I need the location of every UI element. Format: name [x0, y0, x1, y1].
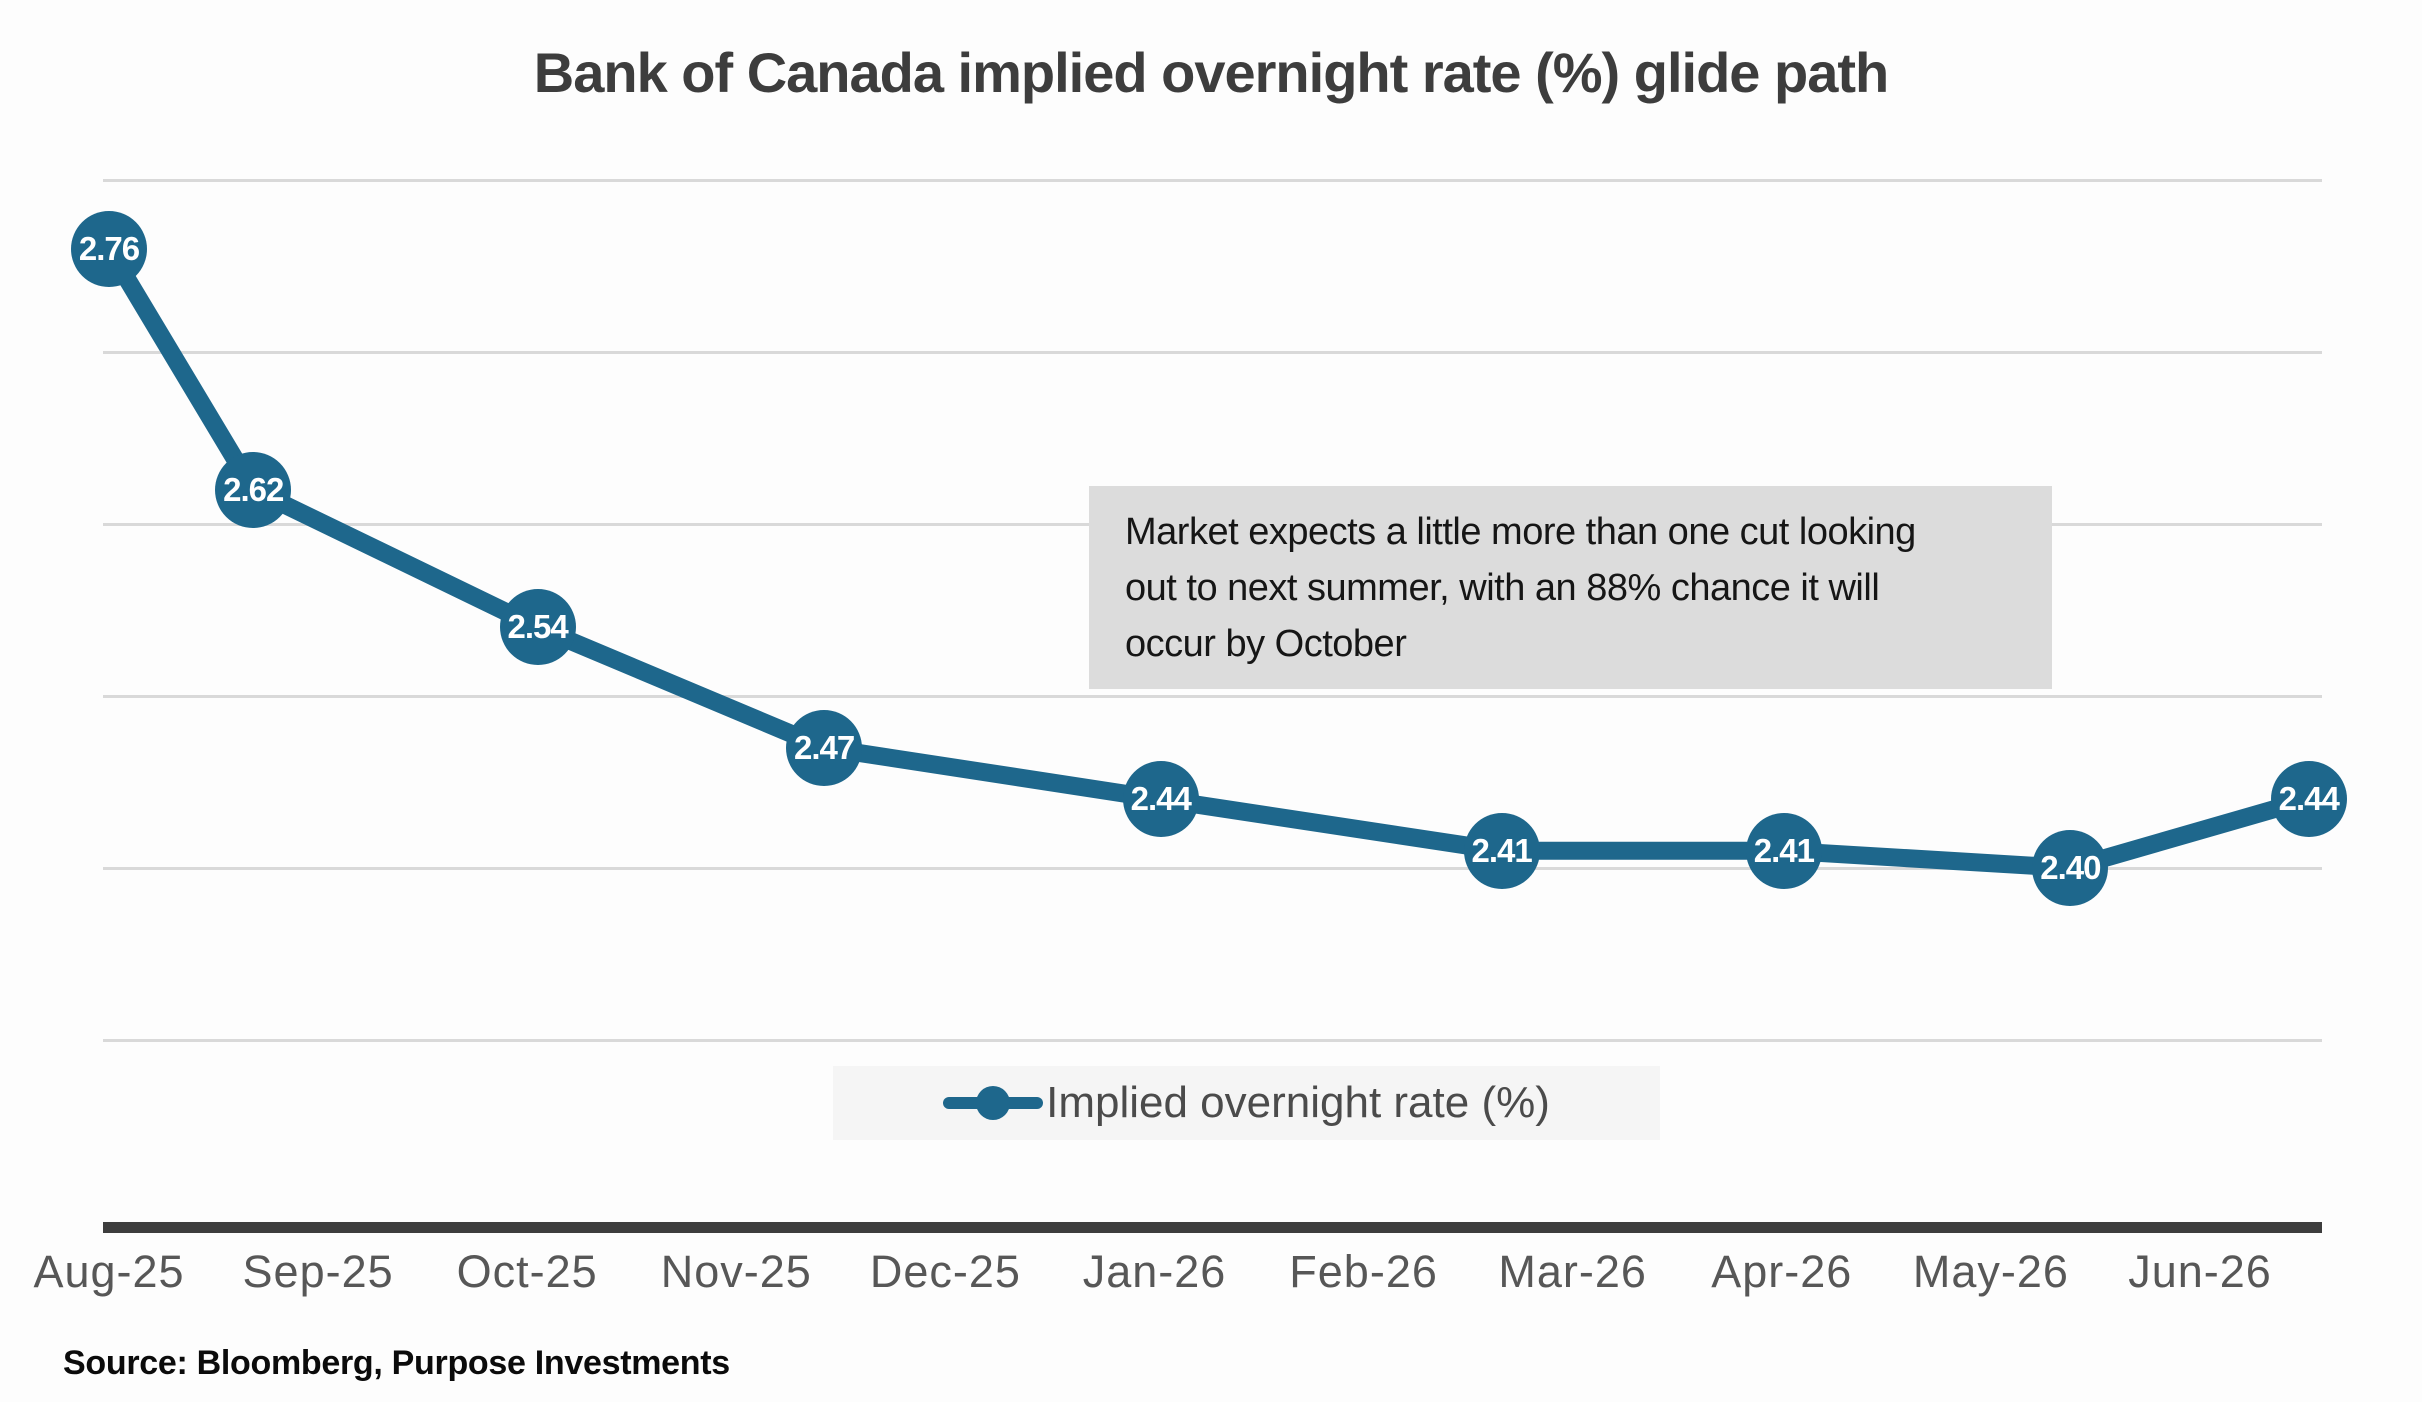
x-tick-label: Feb-26 [1289, 1246, 1438, 1297]
chart-title: Bank of Canada implied overnight rate (%… [533, 41, 1889, 104]
x-tick-label: Apr-26 [1711, 1246, 1853, 1297]
data-point-label: 2.41 [1753, 831, 1815, 869]
x-tick-label: Jan-26 [1082, 1246, 1227, 1297]
x-axis-line [103, 1222, 2322, 1233]
gridline [103, 694, 2322, 698]
annotation-line: occur by October [1125, 623, 1407, 665]
data-point-label: 2.44 [1130, 780, 1192, 818]
x-tick-label: May-26 [1912, 1246, 2069, 1297]
annotation-line: Market expects a little more than one cu… [1125, 511, 1916, 553]
gridline [103, 178, 2322, 182]
data-point-label: 2.40 [2040, 849, 2101, 886]
gridline [103, 866, 2322, 870]
data-point-label: 2.44 [2278, 780, 2340, 818]
data-point-label: 2.54 [507, 608, 569, 646]
legend-dot-swatch [976, 1086, 1011, 1120]
data-point: 2.44 [1122, 761, 1199, 838]
x-tick-label: Sep-25 [242, 1246, 394, 1297]
data-point: 2.41 [1463, 812, 1540, 889]
data-point: 2.40 [2032, 830, 2109, 906]
gridline [103, 1038, 2322, 1042]
x-tick-label: Nov-25 [660, 1246, 812, 1297]
data-point: 2.54 [499, 589, 576, 666]
data-point: 2.76 [71, 210, 147, 287]
data-point: 2.62 [215, 451, 292, 528]
annotation-line: out to next summer, with an 88% chance i… [1125, 567, 1880, 609]
x-tick-label: Aug-25 [33, 1246, 185, 1297]
x-tick-label: Mar-26 [1498, 1246, 1647, 1297]
legend-line-marker-icon [943, 1066, 1044, 1140]
x-tick-label: Dec-25 [869, 1246, 1021, 1297]
source-note: Source: Bloomberg, Purpose Investments [63, 1344, 730, 1382]
legend-label: Implied overnight rate (%) [1046, 1078, 1550, 1127]
data-point-label: 2.41 [1471, 831, 1532, 869]
legend: Implied overnight rate (%) [833, 1066, 1660, 1140]
annotation-box: Market expects a little more than one cu… [1089, 486, 2052, 689]
gridline [103, 350, 2322, 354]
x-tick-label: Oct-25 [456, 1246, 598, 1297]
data-point: 2.41 [1745, 812, 1822, 889]
data-point-label: 2.62 [223, 470, 284, 508]
data-point-label: 2.47 [793, 728, 855, 766]
data-point: 2.44 [2270, 761, 2347, 838]
data-point: 2.47 [786, 709, 863, 786]
data-point-label: 2.76 [78, 229, 140, 267]
x-tick-label: Jun-26 [2128, 1246, 2272, 1297]
